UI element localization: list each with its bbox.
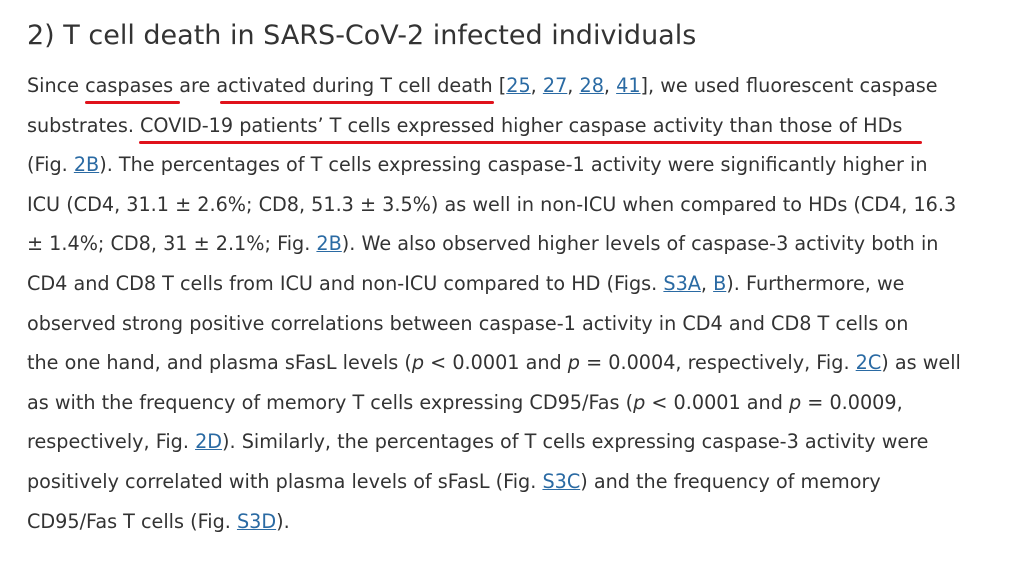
text-run: , <box>603 74 617 97</box>
figure-link-s3c[interactable]: S3C <box>542 470 581 493</box>
text-run: CD4 and CD8 T cells from ICU and non-ICU… <box>27 272 664 295</box>
figure-link-s3a[interactable]: S3A <box>663 272 701 295</box>
text-run: = 0.0004, respectively, Fig. <box>579 351 856 374</box>
figure-link-2c[interactable]: 2C <box>855 351 882 374</box>
paragraph-line: the one hand, and plasma sFasL levels (p… <box>27 350 961 376</box>
text-run: ± 1.4%; CD8, 31 ± 2.1%; Fig. <box>27 232 317 255</box>
text-run: ) as well <box>881 351 961 374</box>
text-run: the one hand, and plasma sFasL levels ( <box>27 351 412 374</box>
figure-link-2b[interactable]: 2B <box>73 153 100 176</box>
paragraph-line: respectively, Fig. 2D). Similarly, the p… <box>27 429 928 455</box>
paragraph-line: CD95/Fas T cells (Fig. S3D). <box>27 509 290 535</box>
text-run: positively correlated with plasma levels… <box>27 470 543 493</box>
text-run: < 0.0001 and <box>424 351 568 374</box>
text-run: as with the frequency of memory T cells … <box>27 391 634 414</box>
text-run: ). The percentages of T cells expressing… <box>99 153 928 176</box>
text-run: ). Furthermore, we <box>726 272 905 295</box>
reference-link-28[interactable]: 28 <box>579 74 604 97</box>
text-run: , <box>530 74 543 97</box>
section-heading: 2) T cell death in SARS-CoV-2 infected i… <box>27 20 697 51</box>
paragraph-line: ICU (CD4, 31.1 ± 2.6%; CD8, 51.3 ± 3.5%)… <box>27 192 956 218</box>
paragraph-line: positively correlated with plasma levels… <box>27 469 881 495</box>
paragraph-line: (Fig. 2B). The percentages of T cells ex… <box>27 152 928 178</box>
text-run: observed strong positive correlations be… <box>27 312 909 335</box>
figure-link-s3d[interactable]: S3D <box>236 510 277 533</box>
reference-link-41[interactable]: 41 <box>616 74 641 97</box>
paragraph-line: ± 1.4%; CD8, 31 ± 2.1%; Fig. 2B). We als… <box>27 231 938 257</box>
text-run: ). We also observed higher levels of cas… <box>341 232 939 255</box>
text-run: [ <box>492 74 507 97</box>
italic-symbol: p <box>633 391 646 414</box>
italic-symbol: p <box>567 351 580 374</box>
italic-symbol: p <box>411 351 425 374</box>
text-run: Since <box>27 74 86 97</box>
red-underline-mark <box>139 141 922 144</box>
text-run: ICU (CD4, 31.1 ± 2.6%; CD8, 51.3 ± 3.5%)… <box>27 193 957 216</box>
text-run: ) and the frequency of memory <box>580 470 881 493</box>
highlighted-text: activated during T cell death <box>216 74 493 97</box>
paragraph-line: substrates. COVID-19 patients’ T cells e… <box>27 113 902 139</box>
italic-symbol: p <box>789 391 802 414</box>
paragraph-line: observed strong positive correlations be… <box>27 311 908 337</box>
text-run: respectively, Fig. <box>27 430 196 453</box>
reference-link-27[interactable]: 27 <box>542 74 568 97</box>
paragraph-line: as with the frequency of memory T cells … <box>27 390 903 416</box>
text-run: (Fig. <box>27 153 74 176</box>
text-run: = 0.0009, <box>801 391 903 414</box>
text-run: CD95/Fas T cells (Fig. <box>27 510 237 533</box>
paragraph-line: Since caspases are activated during T ce… <box>27 73 938 99</box>
highlighted-text: caspases <box>85 74 174 97</box>
text-run: , <box>700 272 714 295</box>
text-run: ], we used fluorescent caspase <box>640 74 938 97</box>
text-run: , <box>567 74 580 97</box>
red-underline-mark <box>220 101 494 104</box>
red-underline-mark <box>85 101 180 104</box>
paragraph-line: CD4 and CD8 T cells from ICU and non-ICU… <box>27 271 904 297</box>
figure-link-2d[interactable]: 2D <box>195 430 223 453</box>
reference-link-25[interactable]: 25 <box>506 74 531 97</box>
text-run: substrates. <box>27 114 141 137</box>
figure-link-2b[interactable]: 2B <box>316 232 342 255</box>
text-run: ). Similarly, the percentages of T cells… <box>222 430 929 453</box>
figure-link-s3b[interactable]: B <box>713 272 727 295</box>
text-run: are <box>173 74 217 97</box>
text-run: < 0.0001 and <box>645 391 789 414</box>
highlighted-text: COVID-19 patients’ T cells expressed hig… <box>140 114 903 137</box>
text-run: ). <box>276 510 290 533</box>
